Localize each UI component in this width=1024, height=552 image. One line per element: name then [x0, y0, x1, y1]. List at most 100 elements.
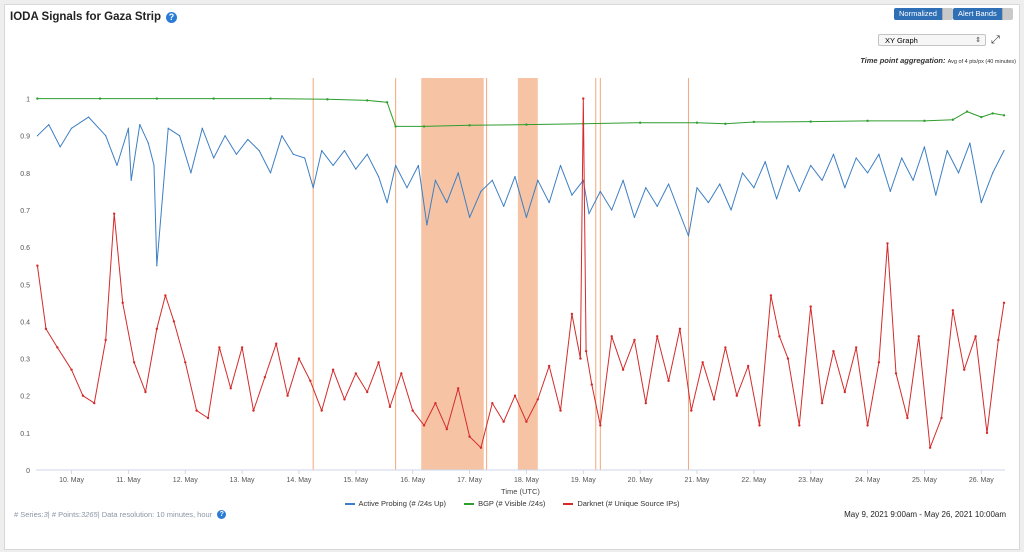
data-point [894, 372, 898, 375]
data-point [878, 153, 880, 155]
data-point [366, 153, 368, 155]
data-point [48, 123, 50, 126]
data-point [912, 179, 914, 181]
data-point [917, 335, 920, 338]
data-point [479, 446, 483, 449]
footer-stats: # Series: 3 | # Points: 3265 | Data reso… [14, 510, 227, 519]
legend-swatch [464, 502, 475, 505]
data-point [667, 379, 670, 383]
data-point [889, 190, 891, 193]
x-tick-label: 22. May [741, 477, 766, 484]
legend-item-darknet[interactable]: Darknet (# Unique Source IPs) [563, 499, 679, 508]
data-point [730, 209, 732, 211]
data-point [611, 209, 613, 211]
data-point [218, 346, 221, 349]
data-point [468, 124, 471, 127]
data-point [502, 420, 505, 423]
data-point [985, 431, 989, 435]
data-point [130, 179, 132, 181]
data-point [940, 416, 943, 420]
data-point [832, 153, 835, 155]
legend-swatch [344, 502, 355, 505]
data-point [377, 361, 380, 364]
toggle-knob [941, 8, 953, 20]
data-point [844, 187, 846, 189]
data-point [213, 157, 215, 159]
help-icon[interactable]: ? [217, 510, 227, 519]
data-point [155, 97, 159, 100]
data-point [820, 401, 824, 405]
legend-item-bgp[interactable]: BGP (# Visible /24s) [464, 499, 545, 508]
data-point [809, 120, 812, 123]
data-point [153, 164, 155, 167]
data-point [178, 135, 181, 137]
series-line-0 [37, 116, 1005, 267]
data-point [320, 409, 323, 412]
data-point [139, 123, 141, 126]
data-point [621, 368, 625, 371]
data-point [935, 194, 937, 196]
data-point [951, 309, 955, 312]
x-tick-label: 23. May [798, 477, 823, 484]
data-point [394, 125, 397, 128]
data-point [579, 357, 582, 360]
data-point [332, 164, 334, 167]
data-point [1003, 149, 1005, 152]
data-point [252, 409, 255, 412]
data-point [395, 164, 397, 167]
x-tick-label: 16. May [400, 477, 425, 484]
data-point [866, 172, 869, 174]
points-count: 3265 [81, 510, 98, 519]
data-point [59, 146, 61, 148]
data-point [547, 364, 551, 368]
series-count: 3 [43, 510, 48, 519]
legend-item-active-probing[interactable]: Active Probing (# /24s Up) [344, 499, 447, 508]
data-point [156, 265, 158, 267]
fullscreen-icon[interactable]: ⤢ [991, 34, 1000, 46]
data-point [354, 372, 358, 375]
data-point [775, 198, 778, 200]
data-point [406, 187, 408, 189]
data-point [570, 312, 574, 316]
data-point [44, 327, 48, 331]
data-point [1002, 114, 1006, 117]
data-point [786, 357, 790, 360]
y-tick-label: 0.1 [20, 431, 30, 438]
data-point [678, 327, 682, 331]
data-point [81, 394, 85, 397]
data-point [582, 179, 584, 181]
data-point [644, 401, 648, 405]
data-point [992, 172, 994, 174]
data-point [724, 346, 727, 349]
data-point [590, 383, 594, 386]
data-point [712, 398, 716, 401]
data-point [164, 294, 167, 297]
x-tick-label: 15. May [343, 477, 368, 484]
data-point [491, 179, 493, 181]
data-point [877, 361, 881, 364]
data-point [724, 122, 727, 126]
y-tick-label: 0.3 [20, 357, 30, 364]
data-point [548, 201, 550, 204]
data-point [201, 127, 203, 129]
help-icon[interactable]: ? [166, 11, 178, 23]
legend-label: Active Probing (# /24s Up) [358, 499, 447, 508]
graph-type-select[interactable]: XY Graph ⇕ [878, 34, 986, 46]
alert-bands-toggle[interactable]: Alert Bands [953, 8, 1013, 20]
alert-band [517, 78, 538, 470]
y-tick-label: 0.9 [20, 134, 30, 141]
series-label: # Series: [14, 510, 44, 519]
data-point [655, 335, 659, 338]
data-point [269, 172, 272, 174]
data-point [963, 368, 966, 371]
data-point [559, 409, 562, 412]
data-point [923, 119, 926, 123]
aggregation-label: Time point aggregation: [860, 56, 946, 65]
data-point [240, 346, 244, 349]
data-point [426, 224, 428, 226]
y-tick-label: 0.7 [20, 208, 30, 215]
data-point [622, 179, 624, 181]
data-point [417, 164, 419, 167]
normalized-toggle[interactable]: Normalized [894, 8, 953, 20]
y-tick-label: 0.6 [20, 245, 30, 252]
